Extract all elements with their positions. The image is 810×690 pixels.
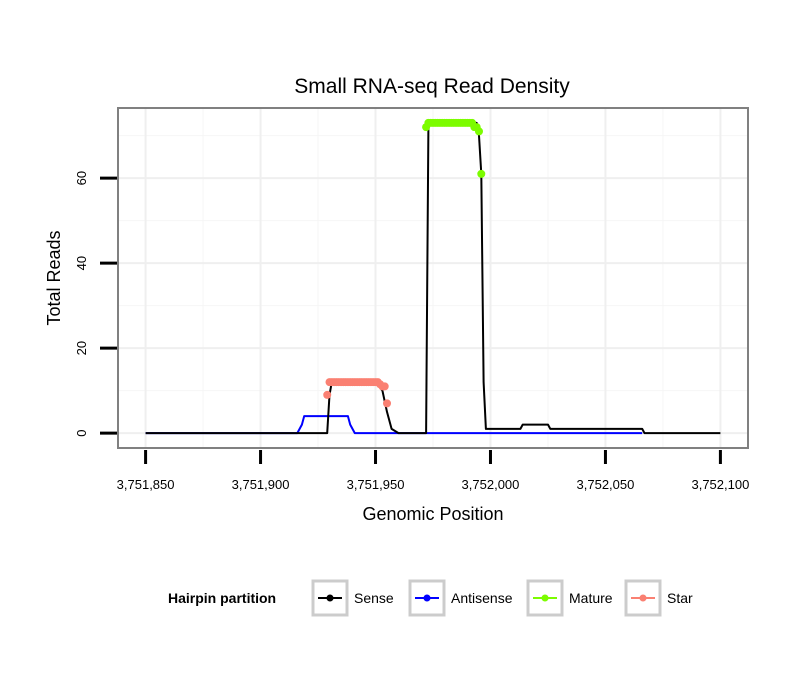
legend-label: Mature	[569, 590, 613, 606]
minor-grid	[118, 108, 748, 448]
plot-border	[117, 107, 749, 449]
chart-title: Small RNA-seq Read Density	[294, 75, 570, 98]
series-layer	[145, 118, 721, 435]
legend-entry-antisense: Antisense	[408, 579, 513, 617]
legend-entry-sense: Sense	[311, 579, 394, 617]
y-tick-label: 40	[74, 256, 89, 270]
point-star	[383, 399, 392, 408]
y-axis: 0 20 40 60	[74, 171, 117, 437]
legend: Hairpin partition Sense Antisense Mature St…	[168, 579, 693, 617]
legend-key-point	[326, 594, 334, 602]
x-axis: 3,751,850 3,751,900 3,751,950 3,752,000 3,75…	[117, 450, 749, 492]
y-axis-label: Total Reads	[44, 230, 64, 325]
legend-entry-mature: Mature	[526, 579, 613, 617]
legend-label: Star	[667, 590, 693, 606]
point-mature	[477, 169, 486, 178]
y-tick-label: 20	[74, 341, 89, 355]
point-star	[380, 382, 389, 391]
x-tick-label: 3,752,100	[691, 477, 749, 492]
legend-entry-star: Star	[624, 579, 693, 617]
point-star	[323, 390, 332, 399]
x-tick-label: 3,751,950	[347, 477, 405, 492]
legend-label: Antisense	[451, 590, 513, 606]
x-tick-label: 3,751,850	[117, 477, 175, 492]
y-tick-label: 60	[74, 171, 89, 185]
x-tick-label: 3,752,000	[462, 477, 520, 492]
legend-key-point	[541, 594, 549, 602]
x-tick-label: 3,751,900	[232, 477, 290, 492]
x-tick-label: 3,752,050	[577, 477, 635, 492]
legend-key-point	[639, 594, 647, 602]
series-line-antisense	[145, 415, 643, 435]
legend-label: Sense	[354, 590, 394, 606]
y-tick-label: 0	[74, 430, 89, 437]
point-mature	[474, 127, 483, 136]
x-axis-label: Genomic Position	[362, 504, 503, 524]
legend-key-point	[423, 594, 431, 602]
legend-title: Hairpin partition	[168, 590, 276, 606]
